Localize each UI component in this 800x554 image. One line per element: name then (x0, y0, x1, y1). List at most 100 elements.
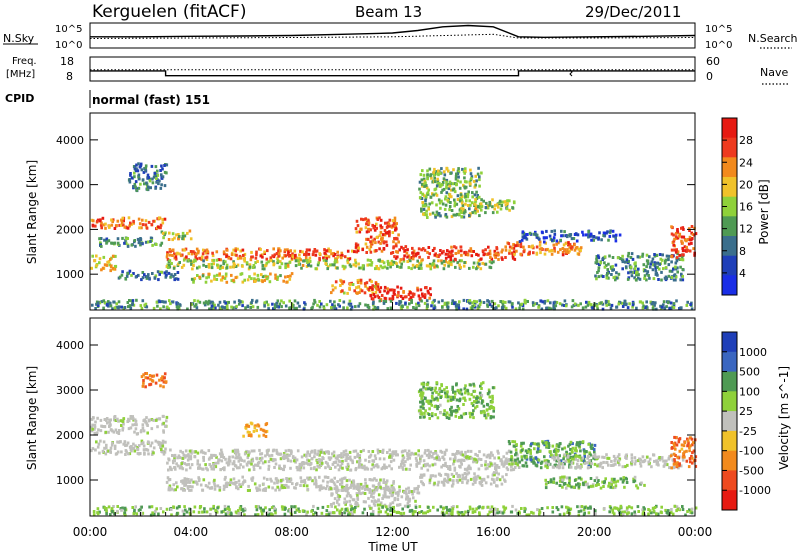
heatmap-cell (476, 396, 479, 400)
heatmap-cell (212, 463, 215, 467)
heatmap-cell (553, 232, 557, 236)
heatmap-cell (440, 383, 443, 387)
heatmap-cell (255, 486, 258, 490)
heatmap-cell (185, 477, 188, 481)
heatmap-cell (213, 303, 216, 307)
heatmap-cell (440, 183, 443, 187)
heatmap-cell (425, 195, 428, 199)
heatmap-cell (670, 248, 674, 252)
heatmap-cell (645, 272, 649, 276)
heatmap-cell (367, 460, 371, 464)
heatmap-cell (221, 453, 224, 457)
heatmap-cell (516, 241, 519, 245)
heatmap-cell (479, 267, 483, 271)
heatmap-cell (663, 261, 667, 265)
heatmap-cell (462, 307, 465, 311)
heatmap-cell (146, 275, 150, 279)
heatmap-cell (516, 511, 520, 515)
heatmap-cell (356, 452, 359, 456)
heatmap-cell (597, 254, 600, 258)
heatmap-cell (345, 479, 349, 483)
heatmap-cell (279, 467, 283, 471)
heatmap-cell (179, 449, 182, 453)
heatmap-cell (112, 430, 116, 434)
heatmap-cell (562, 457, 565, 461)
heatmap-cell (194, 450, 198, 454)
heatmap-cell (391, 501, 395, 505)
heatmap-cell (556, 250, 560, 254)
heatmap-cell (431, 391, 434, 395)
heatmap-cell (673, 458, 676, 462)
heatmap-cell (120, 450, 123, 454)
heatmap-cell (558, 442, 562, 446)
heatmap-cell (636, 459, 640, 463)
heatmap-cell (297, 259, 300, 263)
heatmap-cell (473, 299, 476, 303)
heatmap-cell (187, 252, 191, 256)
heatmap-cell (113, 512, 116, 516)
heatmap-cell (333, 487, 337, 491)
heatmap-cell (544, 241, 547, 245)
heatmap-cell (207, 263, 211, 266)
heatmap-cell (419, 388, 423, 392)
heatmap-cell (415, 302, 418, 306)
heatmap-cell (431, 412, 434, 416)
heatmap-cell (477, 400, 480, 404)
heatmap-cell (202, 456, 205, 459)
heatmap-cell (388, 232, 391, 236)
heatmap-cell (155, 243, 158, 246)
heatmap-cell (131, 423, 134, 427)
heatmap-cell (342, 306, 345, 310)
heatmap-cell (646, 270, 650, 274)
heatmap-cell (480, 208, 483, 212)
heatmap-cell (455, 307, 458, 311)
heatmap-cell (320, 486, 324, 490)
heatmap-cell (359, 482, 363, 486)
heatmap-cell (100, 244, 103, 248)
heatmap-cell (681, 258, 685, 262)
heatmap-cell (421, 292, 424, 296)
heatmap-cell (109, 257, 112, 261)
heatmap-cell (442, 249, 445, 253)
heatmap-cell (406, 496, 409, 500)
heatmap-cell (361, 248, 364, 252)
heatmap-cell (284, 266, 287, 270)
heatmap-cell (274, 273, 277, 277)
heatmap-cell (347, 457, 350, 460)
heatmap-cell (638, 277, 642, 281)
heatmap-cell (621, 254, 624, 258)
heatmap-cell (527, 252, 531, 256)
heatmap-cell (574, 466, 578, 469)
heatmap-cell (558, 465, 562, 469)
heatmap-cell (102, 440, 106, 444)
heatmap-cell (161, 444, 165, 448)
heatmap-cell (376, 306, 380, 310)
heatmap-cell (396, 264, 399, 268)
heatmap-cell (552, 449, 556, 453)
heatmap-cell (383, 229, 387, 232)
heatmap-cell (344, 449, 348, 453)
heatmap-cell (464, 477, 467, 481)
heatmap-cell (410, 299, 413, 302)
heatmap-cell (457, 303, 460, 307)
heatmap-cell (310, 449, 314, 453)
heatmap-cell (453, 466, 457, 470)
heatmap-cell (587, 442, 590, 446)
heatmap-cell (359, 278, 363, 282)
heatmap-cell (207, 301, 210, 305)
heatmap-cell (278, 464, 281, 468)
heatmap-cell (645, 253, 649, 257)
heatmap-cell (293, 299, 297, 303)
heatmap-cell (482, 301, 486, 304)
heatmap-cell (289, 449, 293, 453)
heatmap-cell (201, 488, 204, 492)
heatmap-cell (246, 456, 250, 460)
heatmap-cell (637, 276, 640, 280)
heatmap-cell (676, 236, 680, 240)
heatmap-cell (520, 441, 523, 445)
heatmap-cell (674, 275, 678, 279)
heatmap-cell (469, 415, 472, 419)
heatmap-cell (394, 242, 398, 246)
heatmap-cell (122, 442, 125, 446)
